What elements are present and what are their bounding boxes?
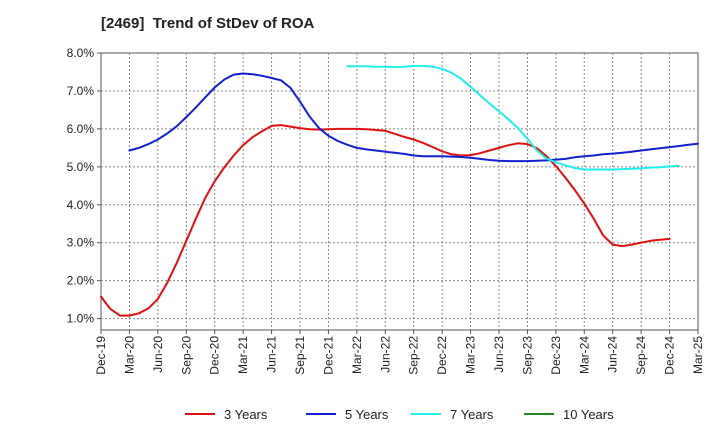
x-tick-label: Mar-20 (122, 336, 136, 374)
legend-label: 7 Years (450, 407, 494, 422)
y-tick-label: 1.0% (67, 312, 95, 326)
series-line (346, 64, 680, 171)
x-tick-label: Sep-24 (634, 336, 648, 375)
y-tick-label: 4.0% (67, 198, 95, 212)
x-tick-label: Dec-22 (435, 336, 449, 375)
legend-label: 10 Years (563, 407, 614, 422)
axis-layer: Dec-19 Mar-20 Jun-20 Sep-20 Dec-20 Mar-21 Jun-… (67, 46, 705, 375)
y-tick-label: 6.0% (67, 122, 95, 136)
x-tick-label: Mar-21 (236, 336, 250, 374)
y-tick-label: 3.0% (67, 236, 95, 250)
grid-layer (101, 53, 698, 330)
x-tick-label: Jun-24 (606, 336, 620, 373)
series-line (128, 72, 699, 163)
x-tick-label: Mar-23 (464, 336, 478, 374)
x-tick-label: Sep-21 (293, 336, 307, 375)
legend: 3 Years 5 Years 7 Years 10 Years (185, 407, 614, 422)
series-layer (100, 64, 699, 317)
chart-title: [2469] Trend of StDev of ROA (101, 15, 315, 32)
x-tick-label: Dec-23 (549, 336, 563, 375)
y-tick-label: 2.0% (67, 274, 95, 288)
x-tick-label: Jun-23 (492, 336, 506, 373)
x-tick-label: Jun-21 (265, 336, 279, 373)
x-tick-label: Mar-24 (577, 336, 591, 374)
legend-label: 3 Years (224, 407, 268, 422)
y-tick-label: 7.0% (67, 84, 95, 98)
x-tick-label: Dec-20 (208, 336, 222, 375)
x-tick-label: Jun-22 (378, 336, 392, 373)
y-tick-label: 5.0% (67, 160, 95, 174)
plot-area (100, 52, 699, 331)
series-line (100, 124, 671, 317)
x-tick-label: Sep-22 (407, 336, 421, 375)
x-tick-label: Sep-23 (520, 336, 534, 375)
x-tick-label: Jun-20 (151, 336, 165, 373)
legend-label: 5 Years (345, 407, 389, 422)
x-tick-label: Mar-25 (691, 336, 705, 374)
x-tick-label: Sep-20 (179, 336, 193, 375)
x-tick-label: Dec-19 (94, 336, 108, 375)
x-tick-label: Dec-21 (321, 336, 335, 375)
y-tick-label: 8.0% (67, 46, 95, 60)
x-tick-label: Dec-24 (663, 336, 677, 375)
x-tick-label: Mar-22 (350, 336, 364, 374)
